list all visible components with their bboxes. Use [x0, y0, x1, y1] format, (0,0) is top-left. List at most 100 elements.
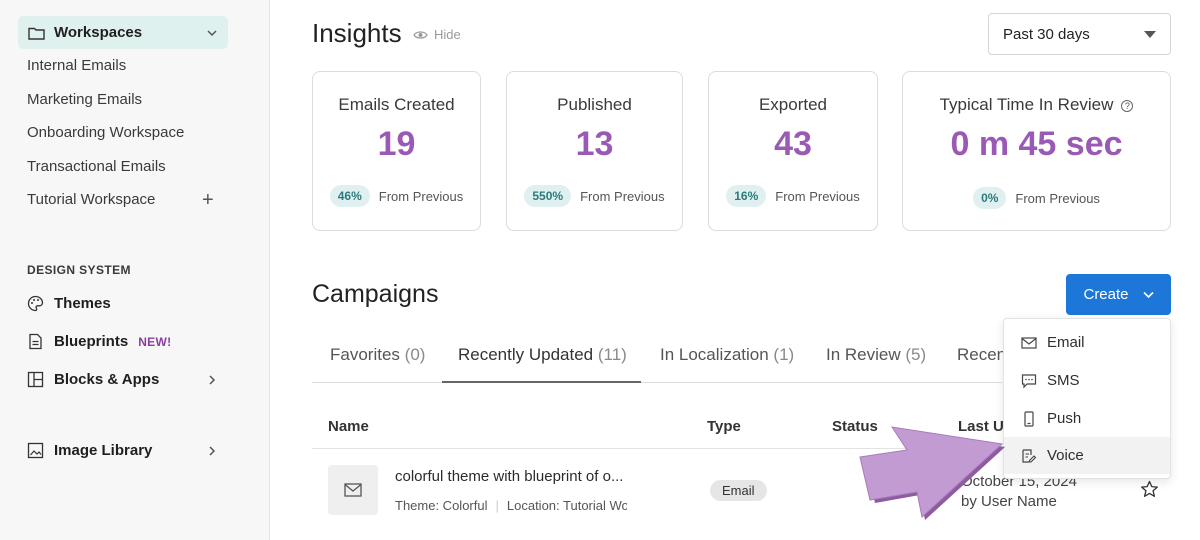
column-header-name[interactable]: Name: [328, 418, 369, 435]
menu-item-voice[interactable]: Voice: [1004, 437, 1170, 474]
campaigns-title: Campaigns: [312, 280, 439, 308]
chevron-right-icon: [209, 445, 216, 456]
image-icon: [27, 442, 44, 459]
design-system-heading: DESIGN SYSTEM: [27, 263, 131, 277]
workspaces-toggle[interactable]: Workspaces: [18, 16, 228, 49]
date-range-select[interactable]: Past 30 days: [988, 13, 1171, 55]
create-label: Create: [1083, 286, 1129, 303]
time-in-review-card: Typical Time In Review? 0 m 45 sec 0% Fro…: [902, 71, 1171, 231]
from-previous-label: From Previous: [775, 188, 860, 204]
tab-label: Recent: [957, 345, 1011, 364]
change-badge: 46%: [329, 185, 370, 207]
from-previous-label: From Previous: [580, 188, 665, 204]
card-value: 13: [575, 125, 614, 163]
new-badge: NEW!: [138, 334, 172, 349]
emails-created-card: Emails Created 19 46% From Previous: [312, 71, 481, 231]
change-badge: 16%: [726, 185, 767, 207]
published-card: Published 13 550% From Previous: [506, 71, 683, 231]
type-badge: Email: [710, 480, 767, 501]
tab-count: (0): [404, 345, 426, 364]
blocks-apps-label: Blocks & Apps: [54, 371, 160, 388]
tab-label: Favorites: [330, 345, 400, 364]
mail-icon: [1021, 336, 1037, 349]
card-title: Published: [557, 95, 632, 114]
sidebar-item-internal-emails[interactable]: Internal Emails: [27, 57, 127, 74]
theme-label: Theme: Colorful: [395, 498, 488, 513]
tab-count: (11): [597, 345, 627, 364]
eye-icon: [413, 30, 428, 39]
palette-icon: [27, 295, 44, 312]
menu-item-push[interactable]: Push: [1004, 400, 1170, 437]
create-menu: Email SMS Push Voice: [1003, 318, 1171, 479]
menu-item-label: Email: [1047, 334, 1085, 351]
card-value: 43: [774, 125, 812, 163]
chevron-down-icon: [207, 29, 217, 36]
campaign-tabs: Favorites (0) Recently Updated (11) In L…: [312, 331, 1011, 383]
menu-item-label: Voice: [1047, 447, 1084, 464]
tab-in-localization[interactable]: In Localization (1): [660, 345, 794, 365]
tab-in-review[interactable]: In Review (5): [826, 345, 926, 365]
column-header-last-updated[interactable]: Last Up: [958, 418, 1014, 435]
tab-count: (5): [905, 345, 927, 364]
column-header-type[interactable]: Type: [707, 418, 741, 435]
card-title: Typical Time In Review: [939, 95, 1114, 114]
folder-icon: [28, 27, 45, 40]
image-library-label: Image Library: [54, 442, 153, 459]
blueprints-label: Blueprints: [54, 333, 129, 350]
email-thumbnail[interactable]: [328, 465, 378, 515]
tab-recent[interactable]: Recent: [957, 345, 1011, 365]
from-previous-label: From Previous: [378, 188, 464, 204]
chevron-down-icon: [1142, 291, 1154, 298]
menu-item-label: Push: [1047, 410, 1082, 427]
divider: [312, 448, 1002, 449]
voice-document-icon: [1022, 448, 1037, 463]
last-updated-by: by User Name: [961, 493, 1057, 510]
sidebar-item-themes[interactable]: Themes: [27, 295, 217, 312]
tab-favorites[interactable]: Favorites (0): [330, 345, 425, 365]
change-badge: 0%: [973, 187, 1007, 209]
card-value: 0 m 45 sec: [950, 125, 1123, 163]
add-workspace-icon[interactable]: +: [202, 189, 214, 211]
sidebar-item-tutorial-workspace[interactable]: Tutorial Workspace: [27, 191, 156, 208]
hide-label: Hide: [434, 27, 461, 42]
mail-icon: [344, 483, 362, 497]
star-icon[interactable]: [1140, 480, 1159, 499]
menu-item-label: SMS: [1047, 372, 1080, 389]
sidebar: Workspaces Internal Emails Marketing Ema…: [0, 0, 270, 540]
campaign-title-link[interactable]: colorful theme with blueprint of o...: [395, 468, 624, 485]
location-label: Location: Tutorial Work: [506, 498, 627, 513]
sidebar-item-marketing-emails[interactable]: Marketing Emails: [27, 91, 143, 108]
help-icon[interactable]: ?: [1121, 99, 1134, 112]
tab-label: In Review: [826, 345, 901, 364]
menu-item-sms[interactable]: SMS: [1004, 362, 1170, 399]
sidebar-item-onboarding-workspace[interactable]: Onboarding Workspace: [27, 124, 185, 141]
sidebar-item-transactional-emails[interactable]: Transactional Emails: [27, 158, 166, 175]
hide-insights-button[interactable]: Hide: [413, 27, 461, 42]
sidebar-item-image-library[interactable]: Image Library: [27, 442, 217, 459]
chat-bubble-icon: [1021, 373, 1037, 388]
create-button[interactable]: Create: [1066, 274, 1171, 315]
date-range-value: Past 30 days: [1003, 25, 1090, 43]
column-header-status[interactable]: Status: [832, 418, 878, 435]
document-icon: [29, 333, 42, 350]
tab-label: Recently Updated: [458, 345, 594, 364]
insights-title: Insights: [312, 18, 402, 48]
from-previous-label: From Previous: [1015, 190, 1100, 206]
tab-recently-updated[interactable]: Recently Updated (11): [442, 345, 641, 383]
pointer-arrow-icon: [859, 426, 1005, 520]
sidebar-item-blueprints[interactable]: Blueprints NEW!: [27, 333, 217, 350]
exported-card: Exported 43 16% From Previous: [708, 71, 878, 231]
workspaces-label: Workspaces: [54, 24, 143, 41]
phone-icon: [1024, 410, 1034, 427]
card-title: Emails Created: [338, 95, 455, 114]
sidebar-item-blocks-apps[interactable]: Blocks & Apps: [27, 371, 217, 388]
change-badge: 550%: [524, 185, 572, 207]
tab-count: (1): [773, 345, 795, 364]
caret-down-icon: [1144, 30, 1156, 38]
card-title: Exported: [758, 95, 828, 114]
tab-label: In Localization: [660, 345, 769, 364]
blocks-icon: [27, 371, 44, 388]
campaign-meta: Theme: Colorful | Location: Tutorial Work: [395, 498, 627, 513]
menu-item-email[interactable]: Email: [1004, 324, 1170, 361]
chevron-right-icon: [209, 374, 216, 385]
